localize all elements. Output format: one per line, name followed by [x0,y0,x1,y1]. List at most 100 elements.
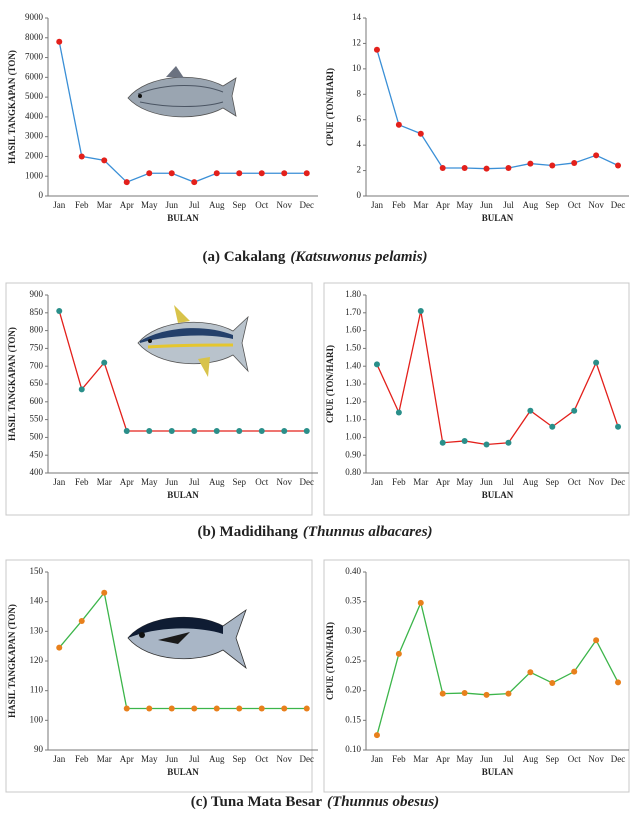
data-point [418,600,424,606]
x-tick-label: Jan [371,754,383,764]
data-point [527,408,533,414]
x-tick-label: Nov [277,477,293,487]
data-point [79,618,85,624]
x-tick-label: Oct [255,477,268,487]
x-tick-label: Apr [120,200,134,210]
y-tick-label: 1.10 [345,414,361,424]
caption-species: (Katsuwonus pelamis) [290,249,427,265]
data-point [281,170,287,176]
x-tick-label: Jun [480,200,493,210]
x-tick-label: May [141,200,158,210]
x-tick-label: Apr [436,200,450,210]
x-tick-label: Dec [300,477,315,487]
data-point [101,360,107,366]
x-axis-title: BULAN [167,213,199,223]
y-tick-label: 8000 [25,32,44,42]
x-tick-label: Apr [120,754,134,764]
data-point [396,122,402,128]
y-tick-label: 4 [357,139,362,149]
x-tick-label: Jan [53,754,65,764]
x-tick-label: Feb [392,200,406,210]
chart-frame [324,560,629,792]
fish-skipjack [128,66,236,117]
data-point [236,705,242,711]
data-point [549,424,555,430]
data-point [281,705,287,711]
x-tick-label: Nov [277,200,293,210]
x-tick-label: Jan [53,477,65,487]
caption: (b) Madidihang(Thunnus albacares) [197,524,432,540]
y-tick-label: 4000 [25,111,44,121]
data-point [549,162,555,168]
data-point [101,590,107,596]
data-line [377,311,618,445]
x-tick-label: Jan [53,200,65,210]
y-tick-label: 700 [30,360,44,370]
x-tick-label: Jul [189,477,200,487]
y-tick-label: 750 [30,342,44,352]
y-tick-label: 1.00 [345,431,361,441]
data-point [124,428,130,434]
data-point [304,705,310,711]
data-point [169,170,175,176]
x-axis-title: BULAN [167,490,199,500]
x-tick-label: Jun [480,754,493,764]
fish-yellowfin [138,305,248,377]
y-tick-label: 1.40 [345,360,361,370]
data-point [214,428,220,434]
y-axis-title: HASIL TANGKAPAN (TON) [7,327,17,441]
data-point [396,409,402,415]
x-tick-label: Jun [165,754,178,764]
x-tick-label: Oct [255,754,268,764]
data-point [571,408,577,414]
y-tick-label: 0.15 [345,714,361,724]
y-tick-label: 650 [30,378,44,388]
x-tick-label: May [141,477,158,487]
data-point [101,157,107,163]
x-tick-label: Sep [233,200,247,210]
x-tick-label: Feb [75,200,89,210]
y-tick-label: 6 [357,114,362,124]
caption: (a) Cakalang(Katsuwonus pelamis) [202,249,427,265]
y-axis-title: CPUE (TON/HARI) [325,345,335,423]
x-tick-label: Jul [189,754,200,764]
y-tick-label: 1.60 [345,325,361,335]
data-point [440,165,446,171]
data-point [236,170,242,176]
y-tick-label: 0 [39,190,44,200]
data-point [462,438,468,444]
y-tick-label: 550 [30,414,44,424]
y-tick-label: 0.80 [345,467,361,477]
data-point [304,170,310,176]
chart-frame [324,283,629,515]
data-point [259,705,265,711]
x-tick-label: Aug [209,200,225,210]
data-point [214,170,220,176]
data-point [146,705,152,711]
data-point [615,424,621,430]
x-tick-label: Jun [165,200,178,210]
x-axis-title: BULAN [167,767,199,777]
y-tick-label: 1000 [25,170,44,180]
y-tick-label: 120 [30,655,44,665]
data-point [505,165,511,171]
chart: 0.100.150.200.250.300.350.40JanFebMarApr… [324,560,629,792]
y-axis-title: CPUE (TON/HARI) [325,622,335,700]
data-point [146,428,152,434]
data-point [527,669,533,675]
x-tick-label: Mar [97,477,112,487]
data-point [549,680,555,686]
x-tick-label: Sep [546,477,560,487]
data-point [56,308,62,314]
y-axis-title: HASIL TANGKAPAN (TON) [7,50,17,164]
caption-species: (Thunnus albacares) [303,524,433,540]
data-point [124,705,130,711]
x-tick-label: Mar [413,477,428,487]
data-point [374,47,380,53]
y-axis-title: HASIL TANGKAPAN (TON) [7,604,17,718]
x-tick-label: Dec [300,754,315,764]
data-point [484,442,490,448]
x-axis-title: BULAN [482,213,514,223]
x-tick-label: Oct [568,477,581,487]
x-tick-label: Nov [277,754,293,764]
